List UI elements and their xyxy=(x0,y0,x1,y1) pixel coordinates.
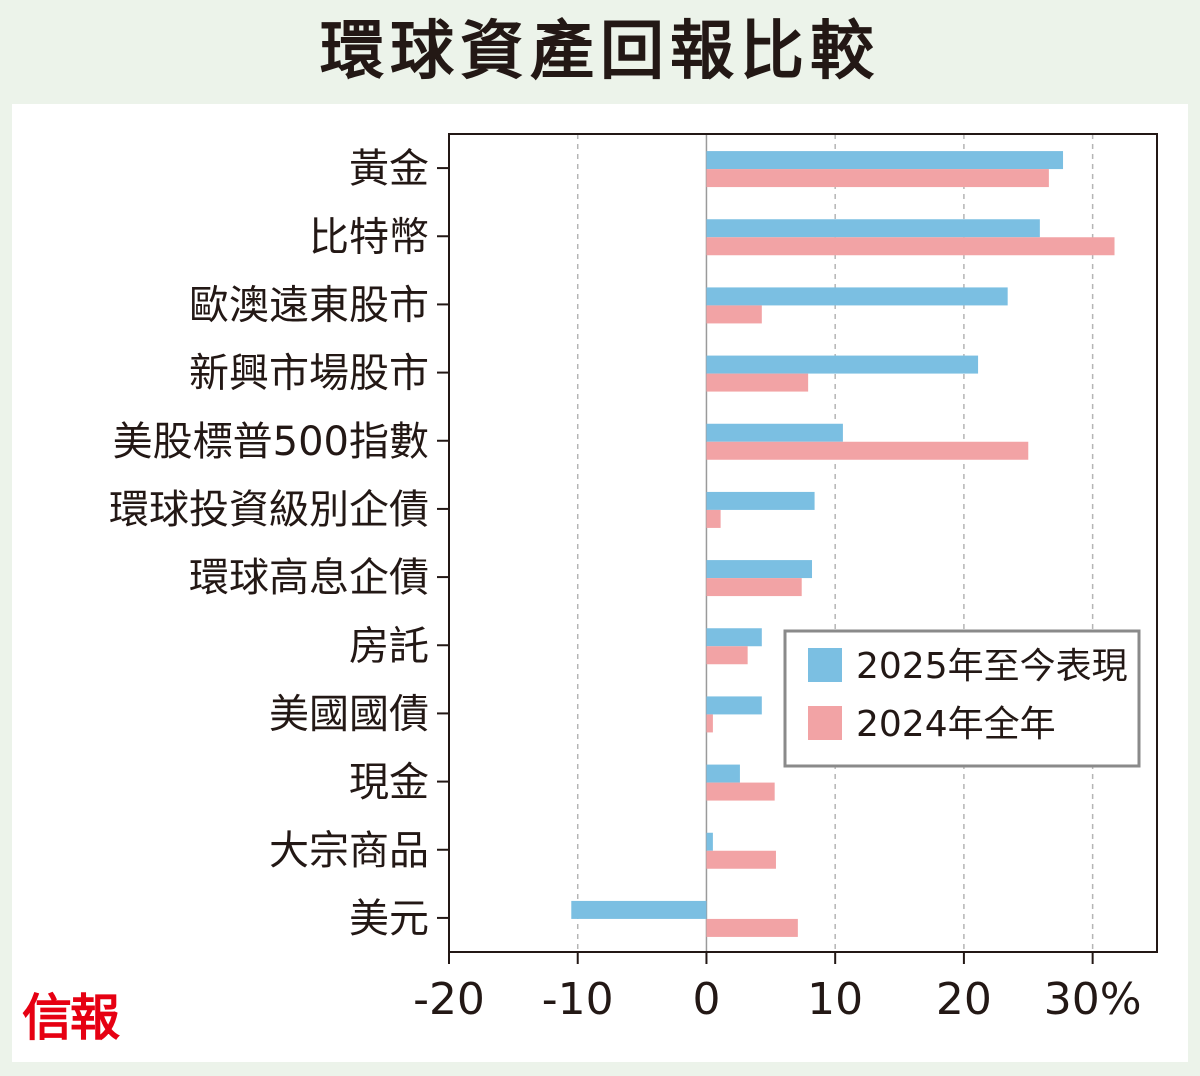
category-label: 美國國債 xyxy=(269,691,429,737)
bar-2024 xyxy=(706,509,721,528)
bar-ytd xyxy=(706,628,762,647)
category-label: 房託 xyxy=(349,623,429,669)
bar-ytd xyxy=(706,696,762,715)
category-label: 現金 xyxy=(349,760,429,806)
bar-ytd xyxy=(706,219,1040,238)
x-tick-label: 10 xyxy=(807,974,863,1025)
category-label: 比特幣 xyxy=(309,214,429,260)
bar-ytd xyxy=(706,151,1064,170)
legend-label: 2024年全年 xyxy=(856,704,1056,745)
chart-title: 環球資產回報比較 xyxy=(320,15,880,89)
x-tick-label: 0 xyxy=(692,974,720,1025)
bar-2024 xyxy=(706,373,809,392)
bar-chart: 黃金比特幣歐澳遠東股市新興市場股市美股標普500指數環球投資級別企債環球高息企債… xyxy=(109,133,1158,1025)
category-label: 環球投資級別企債 xyxy=(109,487,429,533)
bar-2024 xyxy=(706,441,1029,460)
x-tick-label: 30% xyxy=(1044,974,1142,1025)
legend: 2025年至今表現 2024年全年 xyxy=(783,629,1141,768)
plot-frame xyxy=(448,133,1158,953)
bar-ytd xyxy=(706,560,813,579)
category-label: 環球高息企債 xyxy=(189,555,429,601)
bar-2024 xyxy=(706,850,776,869)
legend-box xyxy=(783,629,1141,768)
bar-2024 xyxy=(706,918,798,937)
legend-swatch xyxy=(808,706,842,740)
x-tick-label: -20 xyxy=(413,974,485,1025)
bar-2024 xyxy=(706,169,1049,188)
category-label: 歐澳遠東股市 xyxy=(189,282,429,328)
bar-ytd xyxy=(706,287,1008,306)
legend-label: 2025年至今表現 xyxy=(856,646,1128,687)
bar-ytd xyxy=(706,355,979,374)
legend-swatch xyxy=(808,648,842,682)
x-tick-label: -10 xyxy=(542,974,614,1025)
bar-2024 xyxy=(706,646,748,665)
bar-2024 xyxy=(706,305,762,324)
bar-ytd xyxy=(706,832,713,851)
category-label: 美元 xyxy=(349,896,429,942)
bar-2024 xyxy=(706,237,1115,256)
bar-ytd xyxy=(571,900,707,919)
brand-logo: 信報 xyxy=(22,988,120,1047)
chart-panel: 黃金比特幣歐澳遠東股市 新興市場股市美股標普500指數 環球投資級別企債環球高息企債… xyxy=(12,104,1188,1062)
bar-2024 xyxy=(706,578,802,597)
bar-ytd xyxy=(706,491,815,510)
category-label: 新興市場股市 xyxy=(189,351,429,397)
bar-ytd xyxy=(706,423,843,442)
bar-2024 xyxy=(706,714,713,733)
category-label: 美股標普500指數 xyxy=(113,419,429,465)
x-tick-label: 20 xyxy=(936,974,992,1025)
category-label: 大宗商品 xyxy=(269,828,429,874)
bar-2024 xyxy=(706,782,775,801)
bar-ytd xyxy=(706,764,740,783)
category-label: 黃金 xyxy=(349,146,429,192)
